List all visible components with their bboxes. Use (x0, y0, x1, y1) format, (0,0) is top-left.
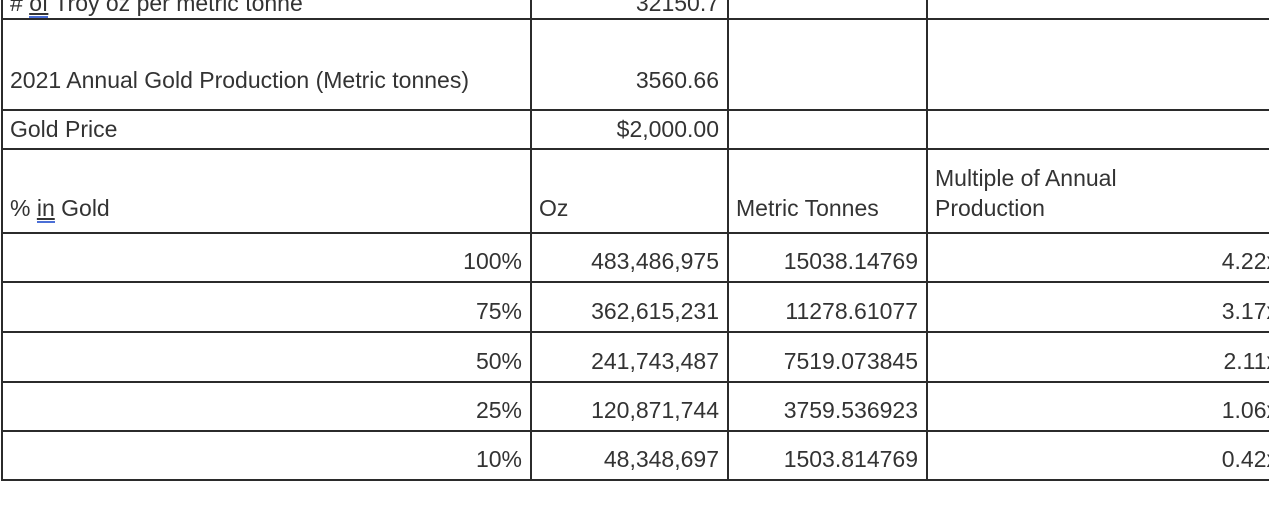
cell-multiple[interactable]: 1.06x (926, 381, 1269, 432)
cell-oz[interactable]: 483,486,975 (530, 232, 729, 283)
troy-oz-label-post: Troy oz per metric tonne (48, 0, 303, 16)
cell-pct[interactable]: 100% (1, 232, 532, 283)
table-row: 75% 362,615,231 11278.61077 3.17x (1, 281, 1269, 333)
cell-troy-oz-value[interactable]: 32150.7 (530, 0, 729, 20)
header-cell-metric-tonnes[interactable]: Metric Tonnes (727, 148, 928, 234)
cell-empty[interactable] (727, 109, 928, 150)
cell-empty[interactable] (926, 18, 1269, 111)
table-row: 10% 48,348,697 1503.814769 0.42x (1, 430, 1269, 481)
pct-header-pre: % (10, 195, 37, 221)
pct-header-post: Gold (54, 195, 110, 221)
production-label-text: 2021 Annual Gold Production (Metric tonn… (10, 67, 469, 93)
header-cell-pct-in-gold[interactable]: % in Gold (1, 148, 532, 234)
cell-metric-tonnes[interactable]: 15038.14769 (727, 232, 928, 283)
cell-pct[interactable]: 10% (1, 430, 532, 481)
cell-empty[interactable] (727, 0, 928, 20)
cell-oz[interactable]: 120,871,744 (530, 381, 729, 432)
cell-multiple[interactable]: 2.11x (926, 331, 1269, 383)
cell-gold-price-label[interactable]: Gold Price (1, 109, 532, 150)
cell-troy-oz-label[interactable]: # of Troy oz per metric tonne (1, 0, 532, 20)
cell-multiple[interactable]: 3.17x (926, 281, 1269, 333)
header-cell-multiple[interactable]: Multiple of Annual Production (926, 148, 1269, 234)
cell-oz[interactable]: 362,615,231 (530, 281, 729, 333)
cell-empty[interactable] (926, 0, 1269, 20)
table-row: 25% 120,871,744 3759.536923 1.06x (1, 381, 1269, 432)
troy-oz-label-pre: # (10, 0, 30, 16)
table-row-gold-price: Gold Price $2,000.00 (1, 109, 1269, 150)
cell-multiple[interactable]: 0.42x (926, 430, 1269, 481)
cell-pct[interactable]: 25% (1, 381, 532, 432)
table-header-row: % in Gold Oz Metric Tonnes Multiple of A… (1, 148, 1269, 234)
cell-multiple[interactable]: 4.22x (926, 232, 1269, 283)
cell-metric-tonnes[interactable]: 3759.536923 (727, 381, 928, 432)
table-row-annual-production: 2021 Annual Gold Production (Metric tonn… (1, 18, 1269, 111)
gold-production-table: # of Troy oz per metric tonne 32150.7 20… (1, 0, 1269, 481)
table-row-troy-oz: # of Troy oz per metric tonne 32150.7 (1, 0, 1269, 20)
cell-pct[interactable]: 75% (1, 281, 532, 333)
cell-production-value[interactable]: 3560.66 (530, 18, 729, 111)
cell-empty[interactable] (926, 109, 1269, 150)
grammar-marked-word: of (29, 0, 49, 17)
table-row: 50% 241,743,487 7519.073845 2.11x (1, 331, 1269, 383)
table-row: 100% 483,486,975 15038.14769 4.22x (1, 232, 1269, 283)
cell-production-label[interactable]: 2021 Annual Gold Production (Metric tonn… (1, 18, 532, 111)
cell-metric-tonnes[interactable]: 1503.814769 (727, 430, 928, 481)
cell-gold-price-value[interactable]: $2,000.00 (530, 109, 729, 150)
sheet-area: # of Troy oz per metric tonne 32150.7 20… (1, 0, 1269, 481)
cell-oz[interactable]: 241,743,487 (530, 331, 729, 383)
header-cell-oz[interactable]: Oz (530, 148, 729, 234)
grammar-marked-word: in (36, 195, 55, 223)
cell-oz[interactable]: 48,348,697 (530, 430, 729, 481)
cell-metric-tonnes[interactable]: 7519.073845 (727, 331, 928, 383)
cell-metric-tonnes[interactable]: 11278.61077 (727, 281, 928, 333)
cell-pct[interactable]: 50% (1, 331, 532, 383)
multiple-header-text: Multiple of Annual Production (935, 165, 1117, 221)
cell-empty[interactable] (727, 18, 928, 111)
